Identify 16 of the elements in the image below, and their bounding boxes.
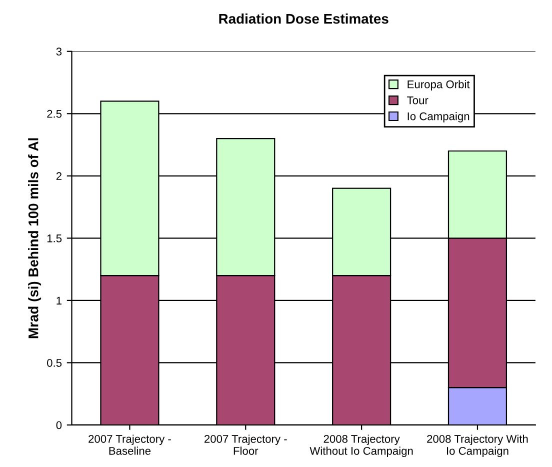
y-tick-label: 0.5: [47, 358, 62, 367]
legend-label: Europa Orbit: [408, 80, 470, 90]
y-tick-label: 1: [56, 296, 62, 304]
y-tick-label: 2: [56, 172, 62, 180]
chart-title: Radiation Dose Estimates: [219, 14, 388, 24]
x-tick-label: 2008 Trajectory With Io Campaign: [427, 434, 528, 458]
y-tick-label: 2.5: [47, 110, 62, 118]
y-tick-label: 3: [56, 48, 62, 56]
y-tick-label: 1.5: [47, 234, 62, 242]
x-tick-label: 2007 Trajectory - Baseline: [88, 434, 171, 455]
y-tick-label: 0: [56, 421, 62, 430]
x-tick-label: 2007 Trajectory - Floor: [204, 434, 287, 455]
y-axis-title: Mrad (si) Behind 100 mils of Al: [28, 138, 42, 338]
x-tick-label: 2008 Trajectory Without Io Campaign: [310, 434, 413, 458]
legend-label: Tour: [407, 96, 428, 104]
legend-label: Io Campaign: [408, 112, 470, 122]
